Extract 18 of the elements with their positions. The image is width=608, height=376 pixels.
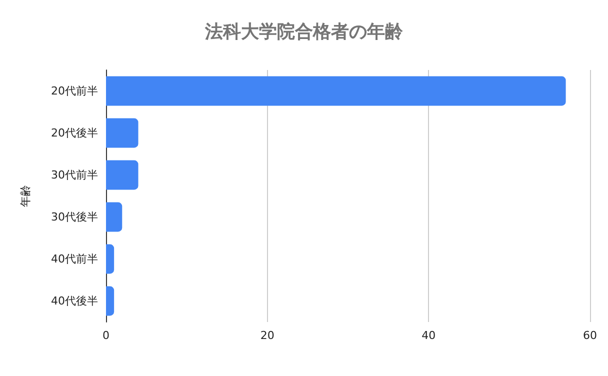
y-tick-label: 30代後半 (51, 210, 98, 224)
x-tick-label: 0 (102, 329, 110, 342)
y-tick-label: 40代後半 (51, 294, 98, 308)
x-tick-label: 20 (260, 329, 274, 342)
y-tick-label: 20代前半 (51, 84, 98, 98)
y-tick-label: 30代前半 (51, 168, 98, 182)
bar (106, 160, 138, 190)
chart-title: 法科大学院合格者の年齢 (204, 22, 404, 42)
bar (106, 286, 114, 316)
y-tick-label: 40代前半 (51, 252, 98, 266)
y-tick-label: 20代後半 (51, 126, 98, 140)
bar (106, 202, 122, 232)
x-tick-label: 40 (422, 329, 436, 342)
bar (106, 244, 114, 274)
x-tick-label: 60 (583, 329, 597, 342)
bar (106, 76, 566, 106)
y-axis-title: 年齢 (19, 185, 32, 207)
bar (106, 118, 138, 148)
